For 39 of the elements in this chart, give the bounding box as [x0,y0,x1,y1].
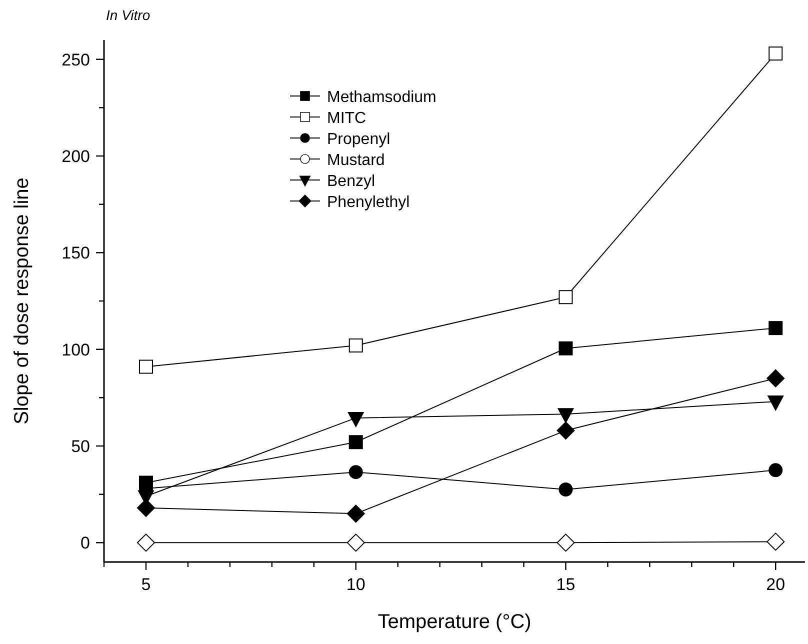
point [346,534,365,552]
point [556,534,575,552]
point [768,46,783,61]
point [136,534,155,552]
y-tick-label: 0 [80,534,90,553]
point [558,290,573,304]
point [766,369,785,388]
point [348,412,364,427]
y-tick-label: 50 [71,437,90,456]
y-tick-label: 200 [62,147,90,166]
x-tick-label: 10 [346,575,366,594]
legend-label: Phenylethyl [327,194,410,211]
point [348,465,363,480]
point [348,435,363,450]
legend-label: Methamsodium [327,89,436,106]
legend-label: Mustard [327,152,385,169]
point [768,463,783,478]
y-axis-title: Slope of dose response line [11,178,33,424]
point [768,321,783,336]
point [556,422,575,440]
y-tick-label: 100 [62,340,90,360]
chart-title: In Vitro [106,7,150,23]
x-axis-title: Temperature (°C) [378,611,532,633]
point [766,532,785,551]
y-tick-label: 150 [62,244,90,263]
point [558,341,573,356]
point [558,482,573,496]
x-tick-label: 5 [141,575,151,594]
point [558,408,574,424]
point [348,338,363,352]
legend-label: Propenyl [327,131,390,148]
x-tick-label: 15 [556,575,576,594]
x-tick-label: 20 [766,575,786,594]
point [346,504,365,523]
legend-label: MITC [327,110,366,127]
y-tick-label: 250 [62,50,90,70]
point [768,396,784,411]
legend-label: Benzyl [327,173,376,190]
point [138,360,153,374]
